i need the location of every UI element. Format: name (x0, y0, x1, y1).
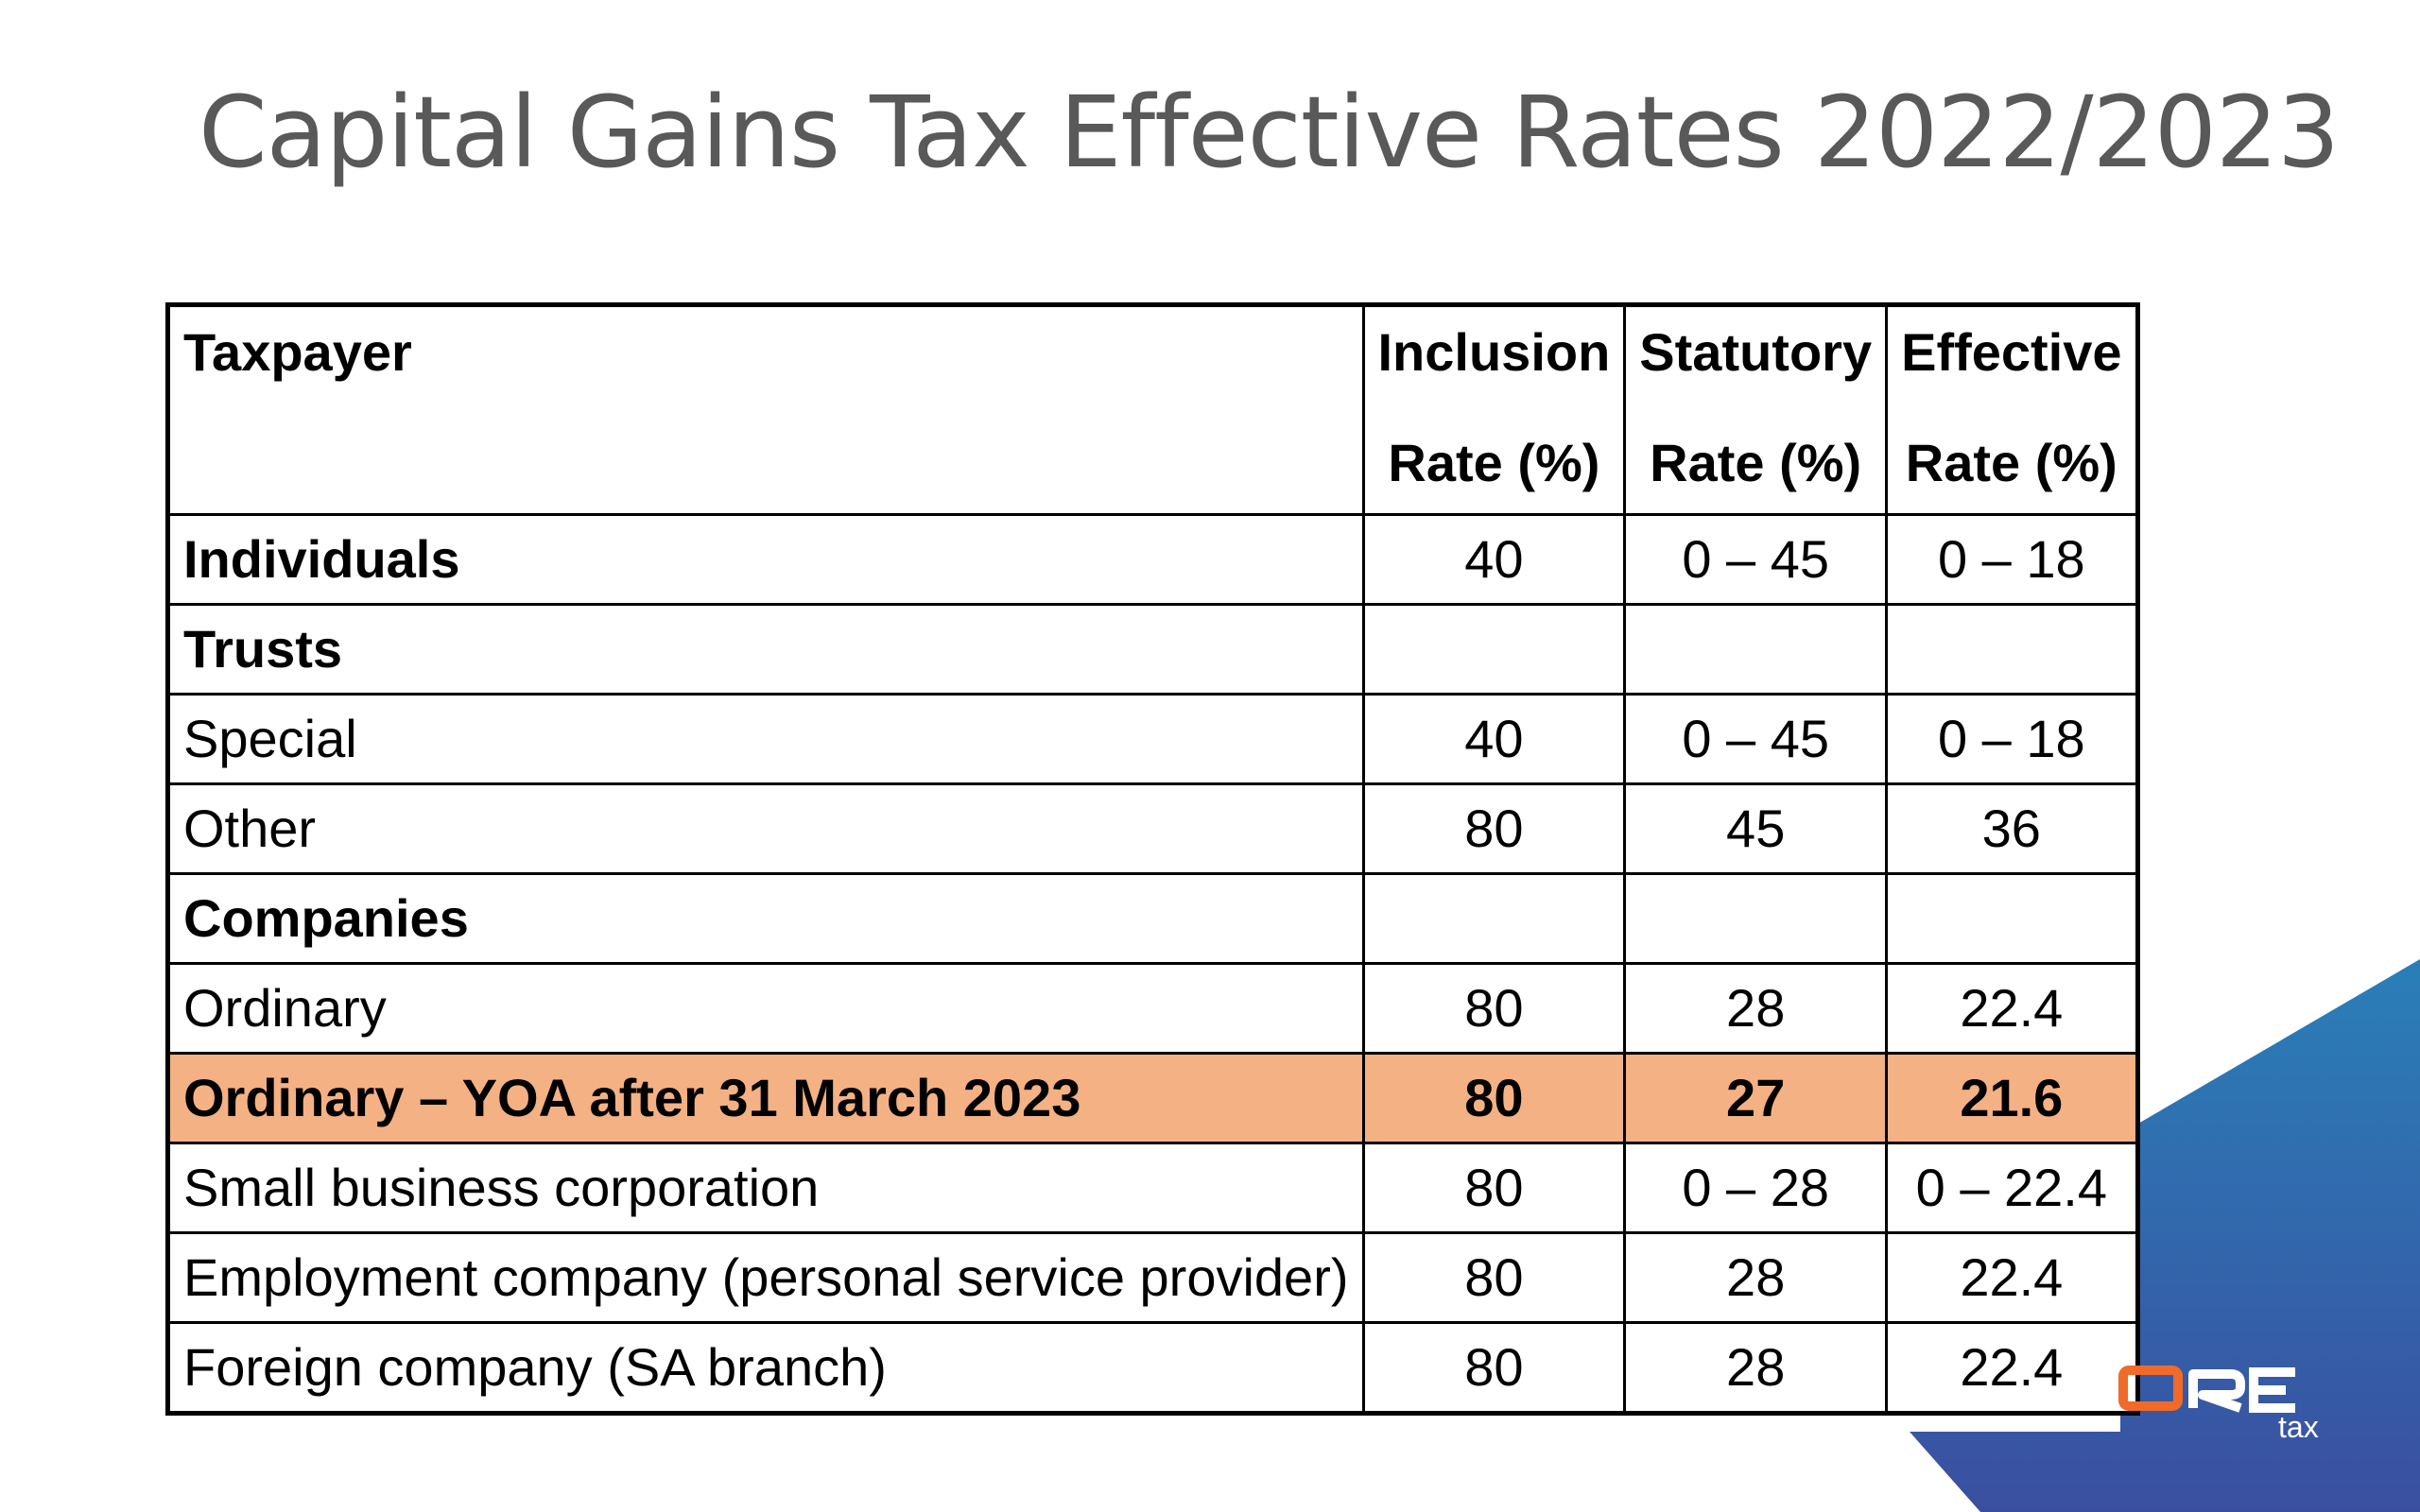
cell-inclusion-rate: 40 (1361, 693, 1627, 785)
table-row: Small business corporation 80 0 – 28 0 – 22… (166, 1142, 2139, 1234)
table-row: Individuals 40 0 – 45 0 – 18 (166, 513, 2139, 606)
cell-inclusion-rate (1361, 872, 1627, 965)
table-row: Ordinary – YOA after 31 March 2023 80 27 21… (166, 1052, 2139, 1144)
cell-taxpayer: Companies (166, 872, 1365, 965)
slide-title: Capital Gains Tax Effective Rates 2022/2… (199, 75, 2340, 190)
cell-effective-rate: 22.4 (1885, 1321, 2139, 1415)
cell-inclusion-rate: 80 (1361, 782, 1627, 875)
cell-inclusion-rate: 40 (1361, 513, 1627, 606)
cell-taxpayer: Other (166, 782, 1365, 875)
cell-taxpayer: Small business corporation (166, 1142, 1365, 1234)
cell-effective-rate: 36 (1885, 782, 2139, 875)
cell-taxpayer: Employment company (personal service pro… (166, 1231, 1365, 1324)
table-row: Companies (166, 872, 2139, 965)
table-row: Other 80 45 36 (166, 782, 2139, 875)
cgt-rates-table: Taxpayer Inclusion Rate (%) Statutory Ra… (165, 302, 2140, 1416)
cell-inclusion-rate (1361, 603, 1627, 696)
cell-taxpayer: Ordinary (166, 962, 1365, 1055)
table-header-row: Taxpayer Inclusion Rate (%) Statutory Ra… (166, 303, 2139, 516)
header-statutory-line2: Rate (%) (1650, 433, 1862, 492)
header-effective-line1: Effective (1901, 322, 2122, 382)
cell-taxpayer: Individuals (166, 513, 1365, 606)
table-row: Foreign company (SA branch) 80 28 22.4 (166, 1321, 2139, 1415)
header-statutory-rate: Statutory Rate (%) (1623, 303, 1889, 516)
cell-statutory-rate: 27 (1623, 1052, 1889, 1144)
cell-statutory-rate: 0 – 45 (1623, 513, 1889, 606)
cell-statutory-rate (1623, 872, 1889, 965)
table-row: Employment company (personal service pro… (166, 1231, 2139, 1324)
cell-taxpayer: Foreign company (SA branch) (166, 1321, 1365, 1415)
table-row: Special 40 0 – 45 0 – 18 (166, 693, 2139, 785)
cell-statutory-rate: 28 (1623, 1231, 1889, 1324)
cell-statutory-rate: 28 (1623, 1321, 1889, 1415)
cell-statutory-rate: 45 (1623, 782, 1889, 875)
header-inclusion-line1: Inclusion (1377, 322, 1611, 382)
cell-effective-rate: 22.4 (1885, 962, 2139, 1055)
cell-effective-rate: 0 – 22.4 (1885, 1142, 2139, 1234)
cell-inclusion-rate: 80 (1361, 1321, 1627, 1415)
cell-effective-rate: 0 – 18 (1885, 693, 2139, 785)
cell-inclusion-rate: 80 (1361, 1142, 1627, 1234)
cell-taxpayer: Ordinary – YOA after 31 March 2023 (166, 1052, 1365, 1144)
logo-subtext: tax (2278, 1410, 2319, 1444)
table-body: Individuals 40 0 – 45 0 – 18 Trusts Special 40… (166, 513, 2139, 1415)
cell-effective-rate (1885, 603, 2139, 696)
header-taxpayer: Taxpayer (166, 303, 1365, 516)
table-row: Ordinary 80 28 22.4 (166, 962, 2139, 1055)
header-inclusion-line2: Rate (%) (1388, 433, 1600, 492)
cell-inclusion-rate: 80 (1361, 1231, 1627, 1324)
cell-statutory-rate: 28 (1623, 962, 1889, 1055)
cell-effective-rate: 22.4 (1885, 1231, 2139, 1324)
cell-taxpayer: Trusts (166, 603, 1365, 696)
cell-taxpayer: Special (166, 693, 1365, 785)
cell-effective-rate (1885, 872, 2139, 965)
header-inclusion-rate: Inclusion Rate (%) (1361, 303, 1627, 516)
cell-inclusion-rate: 80 (1361, 962, 1627, 1055)
cell-effective-rate: 21.6 (1885, 1052, 2139, 1144)
table-row: Trusts (166, 603, 2139, 696)
cell-statutory-rate (1623, 603, 1889, 696)
header-taxpayer-label: Taxpayer (183, 322, 412, 382)
cell-inclusion-rate: 80 (1361, 1052, 1627, 1144)
cell-statutory-rate: 0 – 45 (1623, 693, 1889, 785)
header-effective-rate: Effective Rate (%) (1885, 303, 2139, 516)
header-statutory-line1: Statutory (1639, 322, 1873, 382)
company-logo (2118, 1366, 2295, 1413)
cell-effective-rate: 0 – 18 (1885, 513, 2139, 606)
header-effective-line2: Rate (%) (1905, 433, 2118, 492)
cell-statutory-rate: 0 – 28 (1623, 1142, 1889, 1234)
